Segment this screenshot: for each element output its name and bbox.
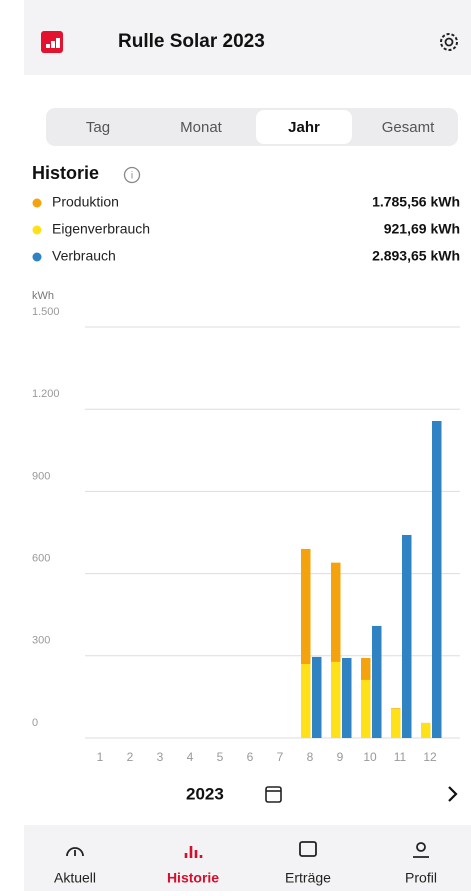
legend-total: 1.785,56 kWh [372, 194, 460, 210]
segmented-control [46, 108, 458, 146]
year-label: 2023 [186, 784, 224, 803]
nav-item[interactable]: Erträge [285, 841, 331, 886]
tab[interactable]: Gesamt [382, 119, 435, 136]
calendar-button[interactable] [265, 786, 282, 803]
bar [301, 548, 311, 738]
calendar-icon [265, 786, 282, 803]
nav-label: Aktuell [54, 870, 96, 886]
legend-label: Eigenverbrauch [52, 221, 150, 237]
nav-icon [184, 846, 203, 858]
y-axis-label: kWh [32, 290, 54, 302]
header-bar [24, 0, 471, 75]
x-tick-label: 11 [394, 750, 407, 764]
legend-dot [32, 198, 42, 208]
tab[interactable]: Monat [180, 119, 223, 136]
bar [331, 562, 341, 738]
x-tick-label: 4 [187, 750, 194, 764]
info-icon-glyph: i [131, 171, 133, 182]
nav-icon [66, 847, 84, 857]
tab[interactable]: Jahr [288, 119, 320, 136]
y-tick-label: 1.200 [32, 388, 60, 400]
y-tick-label: 0 [32, 717, 38, 729]
legend-label: Verbrauch [52, 248, 116, 264]
settings-button[interactable] [440, 33, 458, 51]
nav-icon [413, 842, 429, 858]
bar [391, 708, 401, 738]
nav-item[interactable]: Historie [167, 846, 219, 886]
bar [432, 420, 442, 738]
bottom-nav [24, 825, 471, 891]
x-tick-label: 12 [423, 750, 437, 764]
y-tick-label: 900 [32, 470, 50, 482]
nav-item[interactable]: Aktuell [54, 847, 96, 886]
header-title: Rulle Solar 2023 [118, 31, 265, 52]
x-tick-label: 6 [247, 750, 254, 764]
bar [342, 657, 352, 738]
section-title: Historie [32, 163, 99, 183]
x-tick-label: 10 [363, 750, 377, 764]
bar [361, 679, 371, 738]
bar [402, 534, 412, 738]
app-icon-glyph [46, 38, 60, 48]
legend-dot [32, 225, 42, 235]
legend-total: 2.893,65 kWh [372, 248, 460, 264]
x-tick-label: 1 [97, 750, 104, 764]
legend-total: 921,69 kWh [384, 221, 460, 237]
legend-dot [32, 252, 42, 262]
x-tick-label: 2 [127, 750, 134, 764]
nav-label: Erträge [285, 870, 331, 886]
nav-label: Profil [405, 870, 437, 886]
x-tick-label: 9 [337, 750, 344, 764]
nav-label: Historie [167, 870, 219, 886]
x-tick-label: 7 [277, 750, 284, 764]
x-tick-label: 5 [217, 750, 224, 764]
selected-tab [256, 110, 352, 144]
y-tick-label: 1.500 [32, 306, 60, 318]
x-tick-label: 3 [157, 750, 164, 764]
bar [312, 656, 322, 738]
bar [372, 625, 382, 738]
legend-label: Produktion [52, 194, 119, 210]
bar [301, 664, 311, 738]
nav-icon [299, 841, 317, 857]
bar [331, 661, 341, 738]
nav-item[interactable]: Profil [405, 842, 437, 886]
gear-outline [440, 33, 458, 51]
info-icon[interactable] [123, 166, 141, 184]
gear-center [444, 37, 454, 47]
bar [421, 722, 431, 738]
tab[interactable]: Tag [86, 119, 110, 136]
y-tick-label: 300 [32, 635, 50, 647]
x-tick-label: 8 [307, 750, 314, 764]
y-tick-label: 600 [32, 553, 50, 565]
next-year-button[interactable] [448, 786, 458, 802]
